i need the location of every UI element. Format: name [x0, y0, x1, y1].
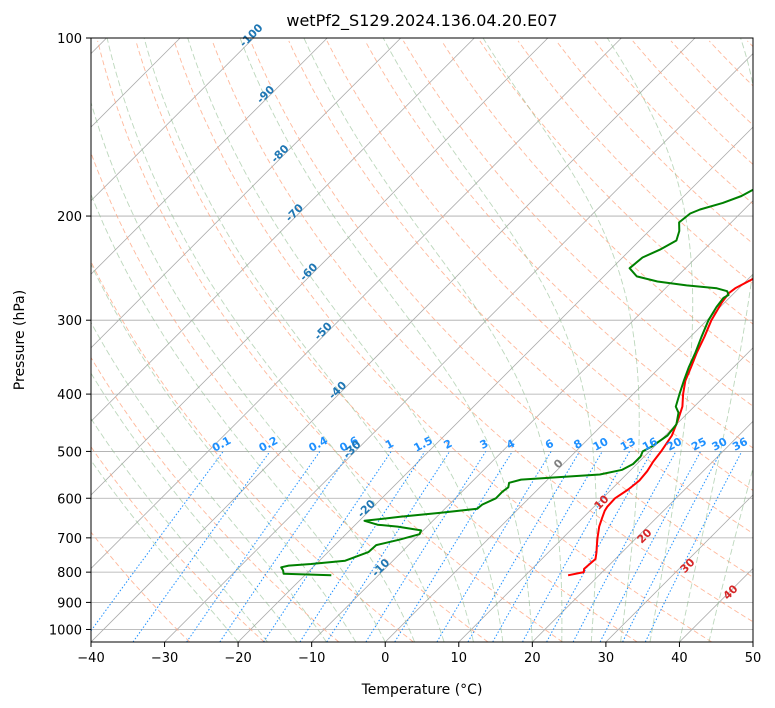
- moist-adiabat-line: [143, 38, 474, 642]
- isotherm-line: [91, 38, 622, 570]
- moist-adiabat-line: [91, 100, 416, 642]
- mixing-ratio-line: [365, 451, 487, 642]
- mixing-ratio-line: [326, 451, 451, 642]
- dry-adiabat-line: [173, 40, 713, 642]
- moist-adiabat-line: [106, 38, 445, 642]
- mixing-ratio-line: [299, 451, 426, 642]
- isotherm-line: [91, 38, 696, 642]
- moist-adiabat-line: [482, 38, 640, 642]
- moist-adiabat-line: [91, 372, 298, 642]
- isotherm-line: [384, 273, 753, 642]
- dry-adiabat-line: [441, 40, 753, 366]
- mixing-ratio-line: [91, 451, 224, 632]
- isotherm-line: [605, 494, 753, 642]
- isotherm-line: [91, 38, 328, 275]
- isotherm-line: [532, 420, 753, 642]
- x-tick-label: 40: [671, 651, 688, 666]
- x-tick-label: −20: [224, 651, 251, 666]
- isotherm-line: [237, 126, 753, 642]
- y-tick-label: 1000: [49, 623, 82, 638]
- dry-adiabat-line: [364, 40, 753, 449]
- mixing-ratio-line: [186, 451, 321, 642]
- moist-adiabat-line: [678, 38, 753, 642]
- chart-title: wetPf2_S129.2024.136.04.20.E07: [286, 11, 557, 31]
- dry-adiabat-line: [288, 40, 753, 534]
- mixing-ratio-label: 25: [689, 435, 709, 454]
- dewpoint-profile-line: [280, 188, 753, 577]
- dry-adiabat-line: [91, 260, 414, 642]
- mixing-ratio-line: [263, 451, 392, 642]
- x-tick-label: 20: [524, 651, 541, 666]
- dry-adiabat-line: [91, 151, 489, 642]
- x-axis: −40 −30 −20 −10 0 10 20 30 40 50: [77, 642, 761, 666]
- dry-adiabat-line: [211, 40, 753, 623]
- mixing-ratio-label: 10: [591, 435, 611, 454]
- dry-adiabat-line: [135, 40, 638, 642]
- mixing-ratio-line: [219, 451, 352, 642]
- dry-adiabat-line: [97, 40, 563, 642]
- isotherm-line: [91, 38, 402, 349]
- dry-adiabat-line: [632, 40, 753, 165]
- y-tick-label: 400: [57, 388, 82, 403]
- mixing-ratio-label: 36: [730, 435, 750, 454]
- y-axis: 1000 900 800 700 600 500 400 300 200 100: [49, 32, 91, 638]
- mixing-ratio-label: 13: [618, 435, 638, 454]
- isotherm-line: [164, 52, 753, 642]
- isotherm-line: [91, 38, 254, 202]
- y-tick-label: 600: [57, 492, 82, 507]
- dry-adiabat-line: [326, 40, 753, 491]
- mixing-ratio-line: [394, 451, 513, 642]
- y-tick-label: 500: [57, 445, 82, 460]
- mixing-ratio-label: 16: [640, 435, 660, 454]
- background-grid: [91, 38, 753, 642]
- sounding-profiles: [280, 188, 753, 577]
- dry-adiabat-line: [517, 40, 753, 285]
- y-tick-label: 700: [57, 532, 82, 547]
- x-tick-label: 30: [598, 651, 615, 666]
- mixing-ratio-label: 20: [664, 435, 684, 454]
- y-tick-label: 100: [57, 32, 82, 47]
- mixing-ratio-line: [622, 451, 722, 642]
- x-tick-label: 0: [381, 651, 389, 666]
- isotherm-line: [458, 347, 753, 642]
- dry-adiabat-line: [250, 40, 753, 578]
- mixing-ratio-line: [644, 451, 743, 642]
- y-tick-label: 300: [57, 314, 82, 329]
- dry-adiabat-line: [555, 40, 753, 245]
- dry-adiabat-line: [403, 40, 753, 407]
- moist-adiabat-line: [91, 263, 357, 642]
- moist-adiabat-line: [239, 38, 533, 642]
- dry-adiabat-line: [91, 356, 340, 642]
- isotherm-line: [91, 38, 475, 422]
- y-tick-label: 900: [57, 596, 82, 611]
- mixing-ratio-line: [522, 451, 631, 642]
- y-tick-label: 200: [57, 210, 82, 225]
- isotherm-line: [91, 38, 549, 496]
- dry-adiabat-line: [91, 446, 265, 642]
- mixing-ratio-label: 30: [710, 435, 730, 454]
- moist-adiabat-line: [91, 417, 268, 642]
- mixing-ratio-line: [436, 451, 552, 642]
- temperature-profile-line: [567, 277, 753, 577]
- mixing-ratio-line: [132, 451, 271, 642]
- mixing-ratio-line: [572, 451, 677, 642]
- plot-frame: [90, 37, 754, 643]
- mixing-ratio-line: [599, 451, 702, 642]
- x-tick-label: −10: [298, 651, 325, 666]
- moist-adiabat-line: [382, 38, 597, 642]
- moist-adiabat-line: [606, 38, 694, 642]
- x-axis-label: Temperature (°C): [361, 682, 483, 698]
- x-tick-label: 50: [745, 651, 762, 666]
- y-axis-label: Pressure (hPa): [12, 290, 28, 390]
- x-tick-label: −30: [151, 651, 178, 666]
- moist-adiabat-line: [91, 193, 386, 642]
- moist-adiabat-line: [91, 459, 239, 642]
- x-tick-label: 10: [451, 651, 468, 666]
- y-tick-label: 800: [57, 566, 82, 581]
- x-tick-label: −40: [77, 651, 104, 666]
- moist-adiabat-line: [303, 38, 563, 642]
